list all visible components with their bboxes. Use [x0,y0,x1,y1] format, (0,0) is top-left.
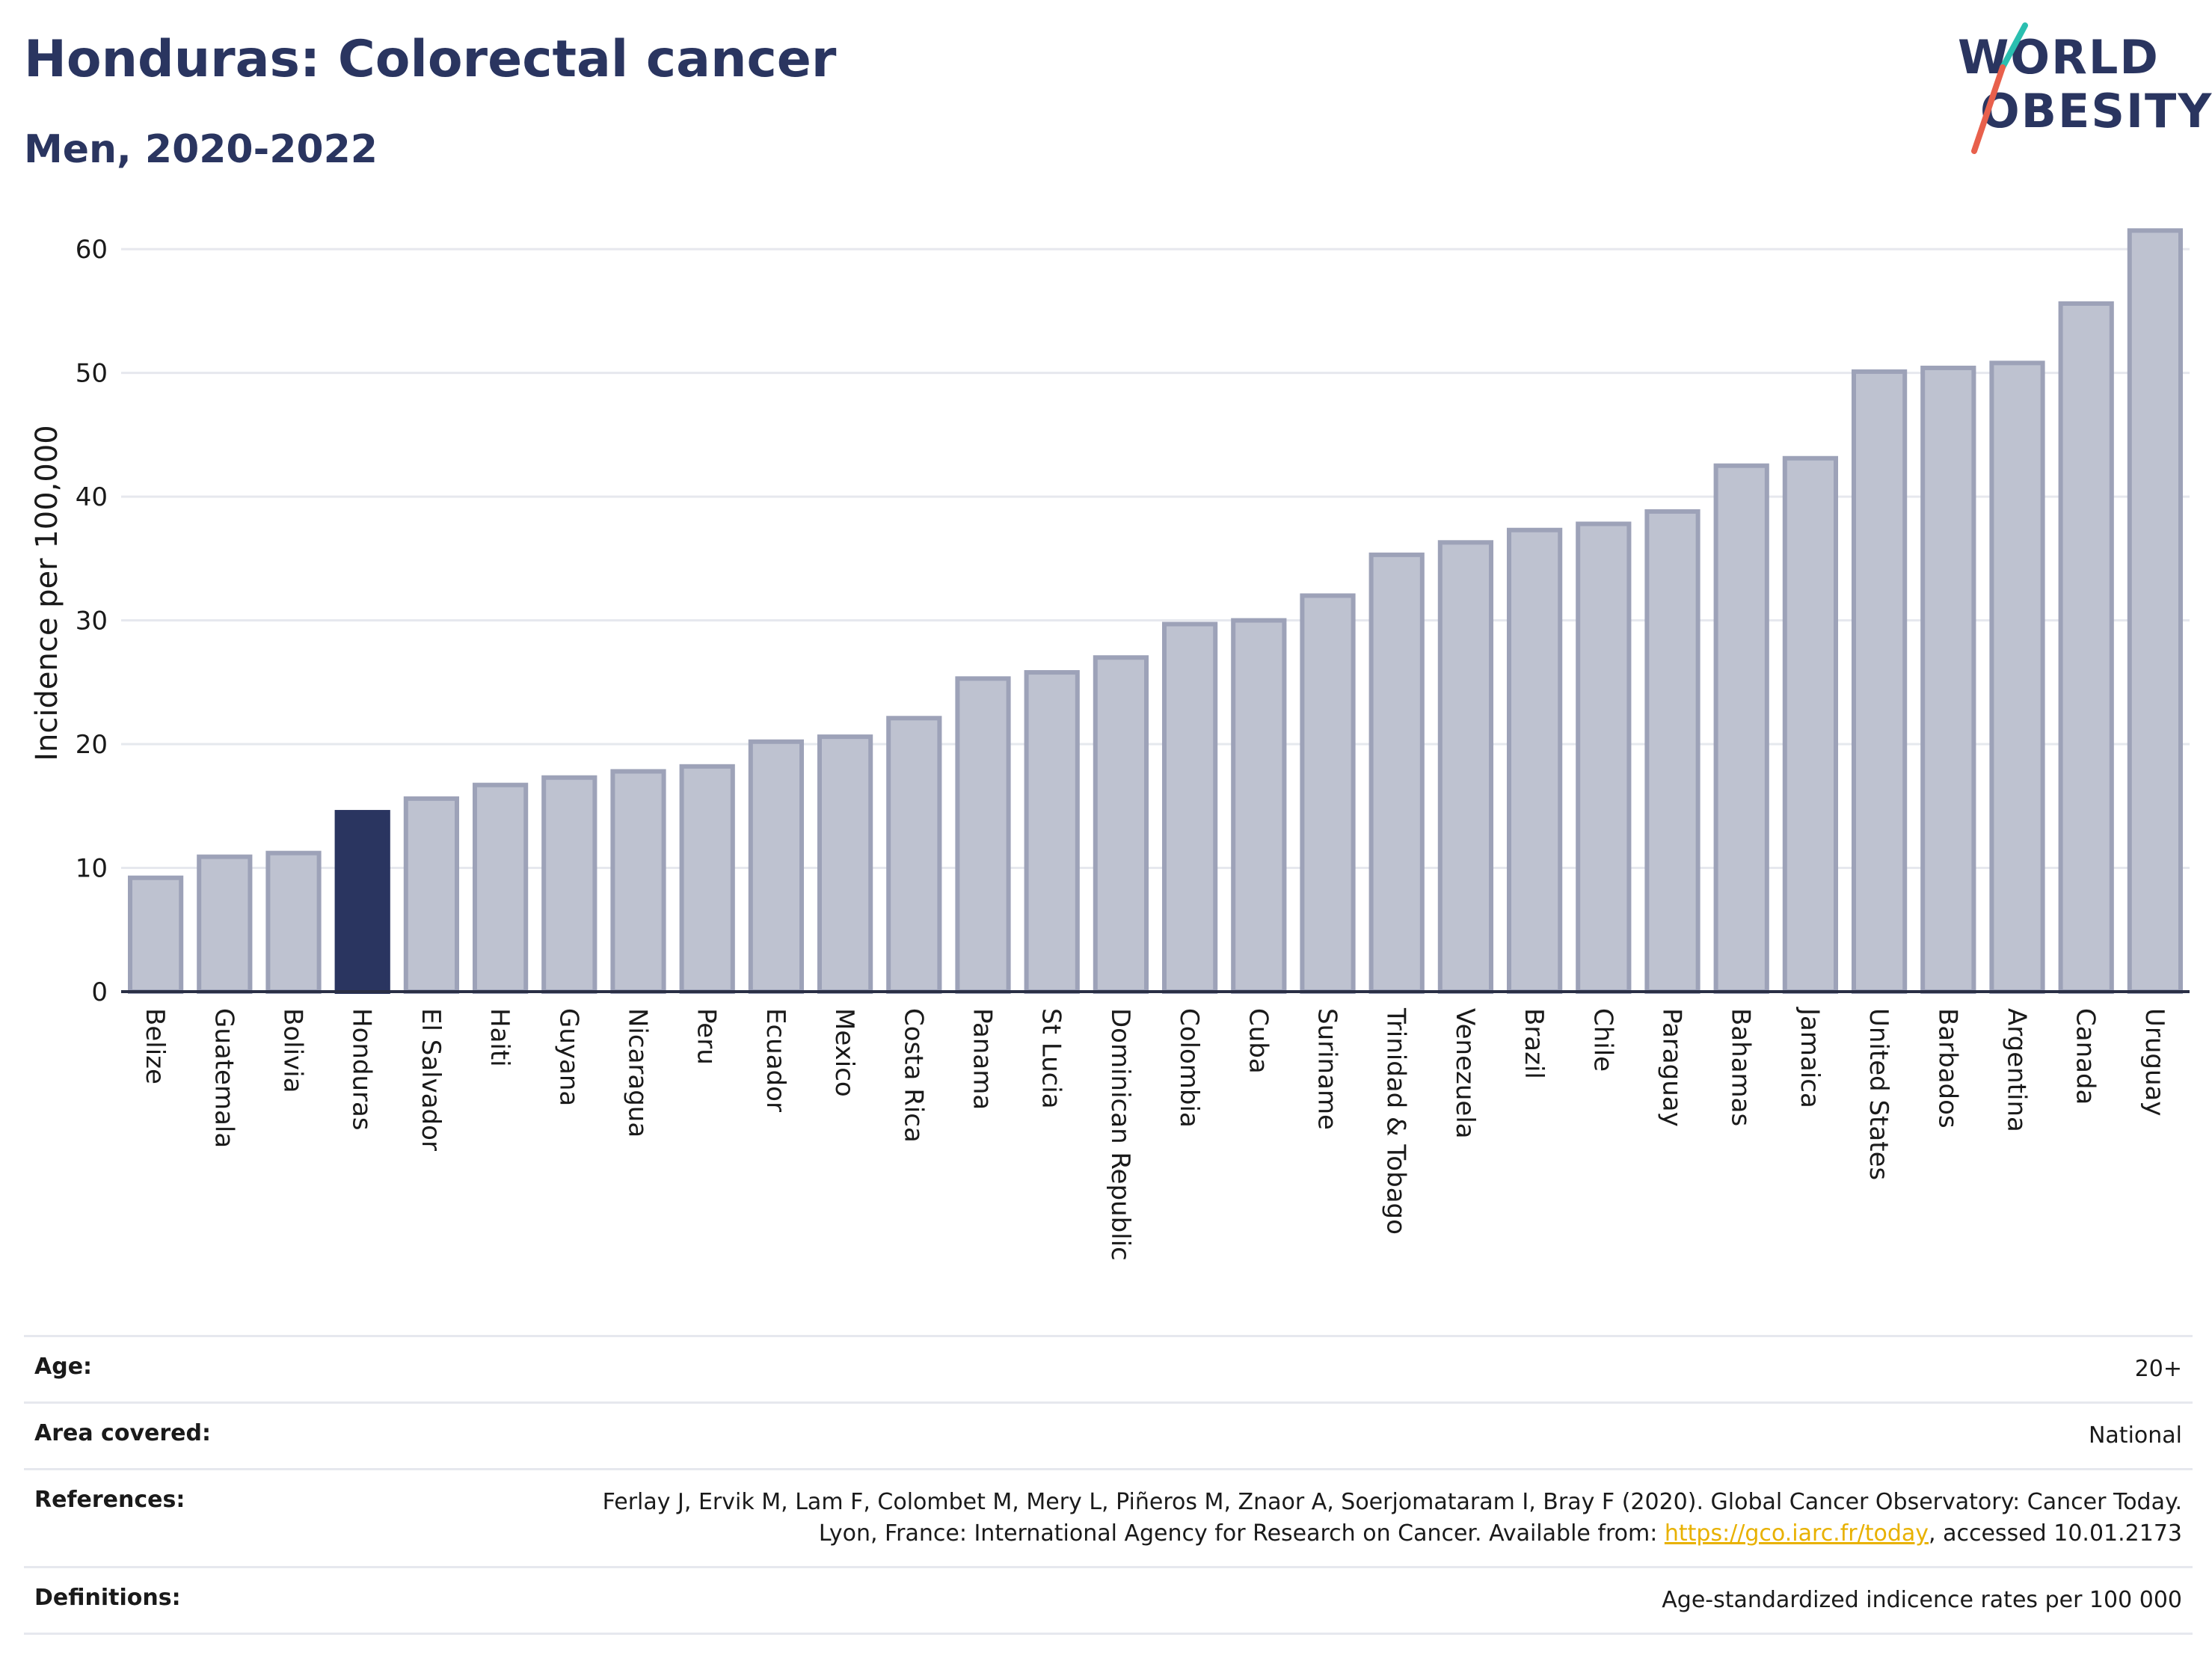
y-tick-label: 50 [76,359,108,389]
x-tick-label: Honduras [347,1008,377,1131]
logo-slash-icon [1971,22,2028,154]
x-tick-label: Ecuador [761,1008,790,1112]
bar-brazil [1506,527,1563,994]
info-key: Definitions: [34,1585,181,1611]
x-tick-label: United States [1864,1008,1893,1180]
bar-st-lucia [1024,670,1080,995]
x-tick-label: Bahamas [1726,1008,1756,1126]
y-tick-label: 20 [76,730,108,760]
info-table: Age: 20+ Area covered: National Referenc… [24,1335,2193,1635]
y-tick-label: 0 [91,977,108,1007]
bar-belize [127,875,184,995]
info-value: Age-standardized indicence rates per 100… [1662,1587,2182,1613]
bar-argentina [1989,360,2045,995]
x-tick-label: Nicaragua [623,1008,653,1137]
bar-canada [2058,301,2114,994]
y-tick-label: 40 [76,482,108,512]
x-tick-label: Barbados [1932,1008,1962,1129]
bar-bolivia [265,850,322,995]
x-tick-label: El Salvador [416,1008,446,1151]
reference-link[interactable]: https://gco.iarc.fr/today [1664,1520,1929,1547]
info-key: References: [34,1487,185,1513]
x-tick-label: Brazil [1519,1008,1549,1079]
x-tick-label: Costa Rica [898,1008,928,1143]
bar-colombia [1161,621,1218,994]
x-tick-label: Chile [1588,1008,1617,1072]
info-key: Area covered: [34,1420,211,1446]
bar-nicaragua [610,769,666,994]
chart-subtitle: Men, 2020-2022 [24,127,378,172]
x-tick-label: Dominican Republic [1105,1008,1135,1261]
info-key: Age: [34,1354,93,1380]
reference-text: Ferlay J, Ervik M, Lam F, Colombet M, Me… [602,1489,2182,1547]
reference-accessed: , accessed 10.01.2173 [1929,1520,2182,1547]
x-tick-label: Jamaica [1795,1007,1825,1108]
x-tick-label: Trinidad & Tobago [1381,1007,1411,1235]
x-tick-label: Uruguay [2139,1008,2169,1117]
bar-chile [1576,521,1632,994]
bar-jamaica [1782,455,1839,994]
info-value: 20+ [2134,1356,2182,1382]
y-tick-label: 60 [76,235,108,265]
labels: 0 10 20 30 40 50 60 Belize Guatemala Bolivia Hondu… [30,235,2169,1261]
bar-costa-rica [886,716,942,994]
x-tick-label: Panama [968,1008,998,1110]
x-tick-label: Canada [2071,1008,2101,1105]
bar-paraguay [1644,509,1701,994]
info-value: National [2088,1422,2182,1449]
x-tick-label: Guatemala [209,1008,239,1148]
x-tick-label: Argentina [2002,1008,2032,1132]
world-obesity-logo: WORLD OBESITY [1944,22,2211,157]
bar-dominican-republic [1093,655,1149,994]
bar-cuba [1231,618,1287,994]
info-row-definitions: Definitions: Age-standardized indicence … [24,1566,2193,1635]
x-tick-label: Mexico [829,1008,859,1097]
bar-chart: 0 10 20 30 40 50 60 Belize Guatemala Bolivia Hondu… [30,228,2190,1261]
bar-peru [679,764,735,994]
x-tick-label: Belize [140,1008,170,1084]
x-tick-label: Colombia [1174,1008,1204,1128]
x-tick-label: St Lucia [1036,1008,1066,1109]
bar-venezuela [1437,540,1494,994]
bar-guatemala [197,854,253,994]
bar-trinidad-tobago [1368,552,1425,994]
x-tick-label: Guyana [553,1008,583,1106]
bar-bahamas [1713,463,1769,994]
x-tick-label: Suriname [1312,1008,1342,1130]
bar-el-salvador [403,796,460,995]
bar-honduras [334,810,390,994]
chart-title: Honduras: Colorectal cancer [24,30,837,89]
bar-suriname [1300,593,1356,994]
grid-lines [121,248,2190,870]
bar-ecuador [748,739,805,994]
info-value: Ferlay J, Ervik M, Lam F, Colombet M, Me… [537,1487,2182,1550]
info-row-references: References: Ferlay J, Ervik M, Lam F, Co… [24,1468,2193,1566]
bar-uruguay [2127,228,2184,995]
x-tick-label: Haiti [485,1008,514,1067]
logo-text-world: WORLD [1958,30,2160,85]
bar-panama [955,676,1011,994]
logo-text-obesity: OBESITY [1980,84,2212,138]
info-row-area: Area covered: National [24,1401,2193,1468]
bar-guyana [541,775,597,994]
x-tick-label: Peru [692,1008,722,1065]
x-tick-label: Venezuela [1450,1008,1480,1139]
y-tick-label: 30 [76,607,108,636]
info-row-age: Age: 20+ [24,1335,2193,1401]
bar-mexico [817,734,873,994]
x-tick-label: Paraguay [1657,1008,1687,1127]
bar-haiti [472,782,529,995]
bar-barbados [1920,365,1976,994]
y-axis-label: Incidence per 100,000 [30,425,64,761]
bars [127,228,2184,995]
y-tick-label: 10 [76,854,108,884]
bar-united-states [1851,369,1908,995]
x-tick-label: Cuba [1243,1008,1273,1074]
x-tick-label: Bolivia [278,1008,308,1093]
